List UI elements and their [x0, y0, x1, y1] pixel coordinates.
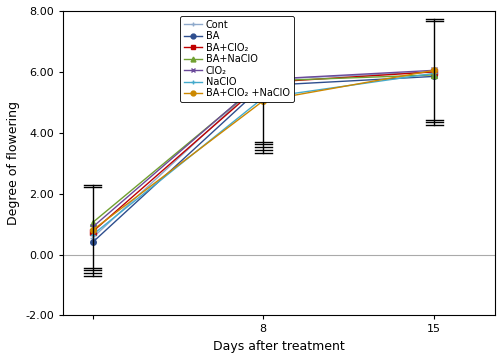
Line: BA+NaClO: BA+NaClO [90, 72, 436, 225]
BA+NaClO [89, 220, 95, 225]
BA+ClO₂ [89, 230, 95, 234]
ClO₂ [89, 225, 95, 229]
BA [89, 240, 95, 244]
Cont [89, 236, 95, 240]
BA+ClO₂ +NaClO [430, 68, 436, 72]
NaClO [260, 95, 266, 100]
Legend: Cont, BA, BA+ClO₂, BA+NaClO, ClO₂, NaClO, BA+ClO₂ +NaClO: Cont, BA, BA+ClO₂, BA+NaClO, ClO₂, NaClO… [180, 16, 293, 102]
Line: NaClO: NaClO [90, 71, 436, 238]
Line: BA: BA [90, 74, 436, 245]
X-axis label: Days after treatment: Days after treatment [213, 340, 344, 353]
Line: BA+ClO₂ +NaClO: BA+ClO₂ +NaClO [90, 68, 436, 233]
BA+ClO₂ [430, 70, 436, 74]
BA+ClO₂ +NaClO [89, 228, 95, 232]
Line: Cont: Cont [90, 69, 436, 240]
Line: ClO₂: ClO₂ [90, 68, 436, 230]
BA+NaClO [430, 73, 436, 77]
BA+ClO₂ +NaClO [260, 99, 266, 103]
NaClO [89, 233, 95, 237]
Line: BA+ClO₂: BA+ClO₂ [90, 69, 436, 234]
ClO₂ [430, 68, 436, 72]
Cont [430, 70, 436, 74]
Y-axis label: Degree of flowering: Degree of flowering [7, 101, 20, 225]
BA+ClO₂ [260, 80, 266, 85]
NaClO [430, 71, 436, 76]
BA+NaClO [260, 79, 266, 83]
BA [430, 74, 436, 78]
Cont [260, 77, 266, 82]
ClO₂ [260, 77, 266, 82]
BA [260, 84, 266, 88]
